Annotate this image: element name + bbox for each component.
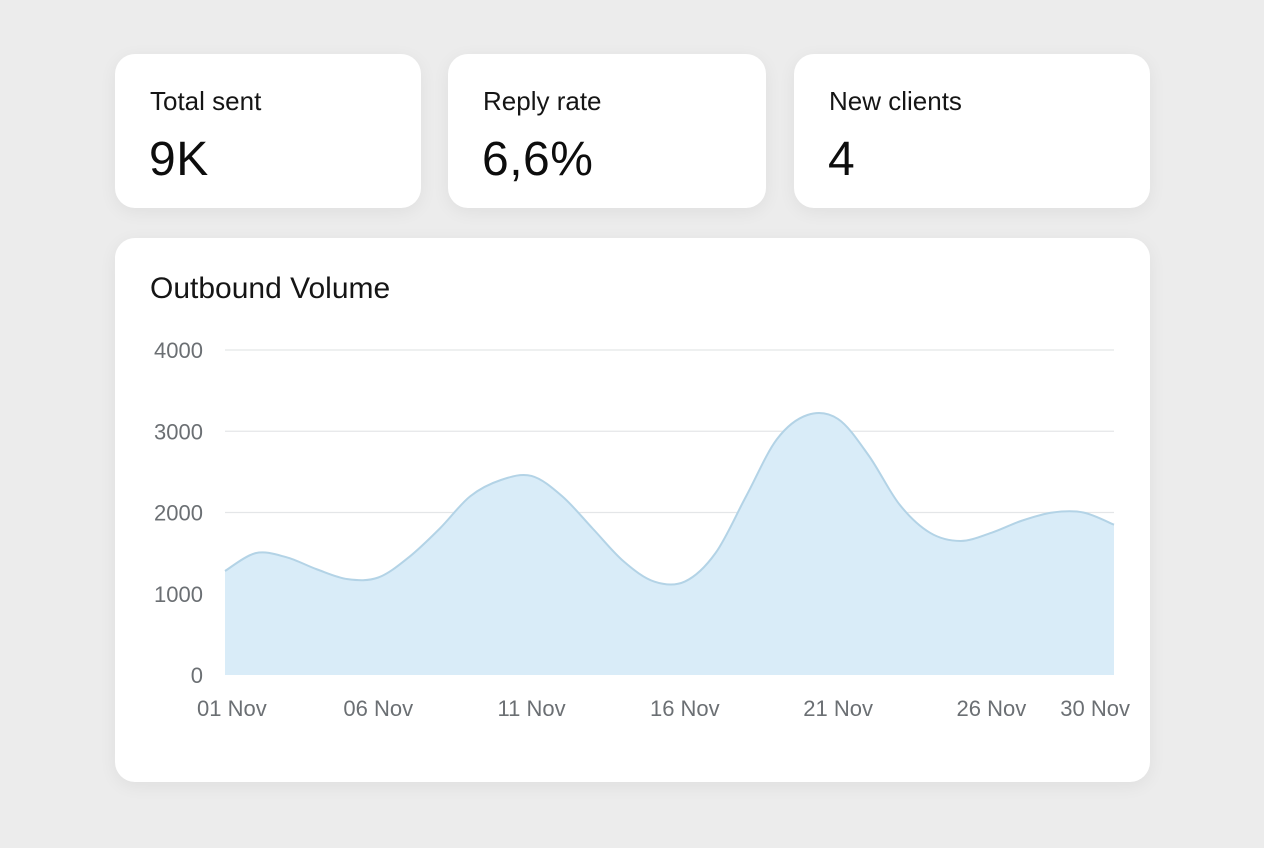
- kpi-value: 9K: [149, 133, 209, 186]
- kpi-value: 6,6%: [482, 133, 594, 186]
- y-tick-label: 1000: [154, 582, 203, 607]
- kpi-value: 4: [828, 133, 856, 186]
- x-tick-label: 21 Nov: [803, 696, 873, 721]
- y-tick-label: 3000: [154, 419, 203, 444]
- y-tick-label: 2000: [154, 501, 203, 526]
- kpi-card-new-clients: New clients 4: [794, 54, 1150, 208]
- kpi-card-total-sent: Total sent 9K: [115, 54, 421, 208]
- x-tick-label: 30 Nov: [1060, 696, 1130, 721]
- x-tick-label: 16 Nov: [650, 696, 720, 721]
- kpi-label: New clients: [829, 86, 962, 116]
- y-tick-label: 0: [191, 663, 203, 688]
- kpi-label: Total sent: [150, 86, 262, 116]
- outbound-volume-chart-card: Outbound Volume 0 1000 2000 3000 4000 01 Nov 0…: [115, 238, 1150, 782]
- x-tick-label: 26 Nov: [957, 696, 1027, 721]
- area-chart: 0 1000 2000 3000 4000 01 Nov 06 Nov 11 Nov 16 No…: [154, 338, 1130, 721]
- chart-title: Outbound Volume: [150, 272, 391, 305]
- x-tick-label: 06 Nov: [343, 696, 413, 721]
- x-tick-label: 01 Nov: [197, 696, 267, 721]
- kpi-card-reply-rate: Reply rate 6,6%: [448, 54, 766, 208]
- y-tick-label: 4000: [154, 338, 203, 363]
- kpi-label: Reply rate: [483, 86, 602, 116]
- x-tick-label: 11 Nov: [498, 696, 566, 721]
- series-area: [225, 413, 1114, 675]
- series-line: [224, 412, 1115, 586]
